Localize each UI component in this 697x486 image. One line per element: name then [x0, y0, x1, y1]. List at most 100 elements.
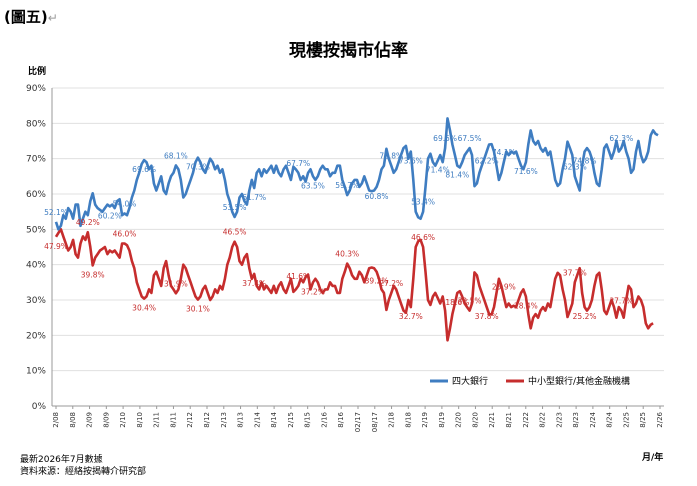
- data-label-small-banks: 31.9%: [164, 279, 188, 288]
- data-label-small-banks: 46.5%: [223, 228, 247, 237]
- x-tick-label: 8/16: [337, 411, 345, 427]
- data-label-small-banks: 46.0%: [113, 229, 137, 238]
- data-label-big4: 62.3%: [563, 162, 587, 171]
- data-label-small-banks: 37.4%: [242, 279, 266, 288]
- x-tick-label: 8/24: [606, 411, 614, 427]
- return-mark: ↵: [47, 11, 58, 25]
- data-label-big4: 71.6%: [514, 167, 538, 176]
- x-tick-label: 2/13: [220, 412, 228, 428]
- x-tick-label: 8/19: [438, 412, 446, 428]
- x-tick-label: 08/17: [371, 412, 379, 432]
- data-label-big4: 67.7%: [286, 159, 310, 168]
- data-label-big4: 74.8%: [573, 157, 597, 166]
- data-label-small-banks: 39.2%: [365, 277, 389, 286]
- data-label-big4: 54.0%: [113, 199, 137, 208]
- x-tick-label: 2/21: [488, 412, 496, 428]
- figure-label-text: (圖五): [4, 8, 48, 26]
- x-tick-label: 2/24: [589, 411, 597, 427]
- x-tick-label: 2/20: [455, 412, 463, 428]
- data-label-small-banks: 30.4%: [132, 304, 156, 313]
- y-tick-label: 40%: [26, 261, 46, 271]
- data-label-small-banks: 37.8%: [475, 312, 499, 321]
- footnote-date: 最新2026年7月數據: [20, 455, 103, 465]
- data-label-small-banks: 28.4%: [514, 301, 538, 310]
- x-tick-label: 8/22: [539, 412, 547, 428]
- data-label-small-banks: 25.2%: [573, 312, 597, 321]
- x-tick-label: 2/14: [253, 411, 261, 427]
- y-tick-label: 30%: [26, 296, 46, 306]
- data-label-small-banks: 18.6%: [445, 298, 469, 307]
- x-tick-label: 8/18: [404, 412, 412, 428]
- series-line-big4: [54, 117, 659, 231]
- x-tick-label: 8/23: [572, 412, 580, 428]
- data-label-big4: 72.8%: [379, 152, 403, 161]
- x-tick-label: 8/20: [471, 412, 479, 428]
- series-line-small-banks: [54, 228, 654, 342]
- x-tick-label: 8/25: [639, 412, 647, 428]
- x-tick-label: 2/09: [86, 412, 94, 428]
- x-tick-label: 2/23: [555, 412, 563, 428]
- data-label-big4: 62.3%: [609, 134, 633, 143]
- x-tick-label: 8/21: [505, 412, 513, 428]
- x-tick-label: 2/11: [153, 412, 161, 428]
- x-tick-label: 8/14: [270, 411, 278, 427]
- data-label-big4: 59.7%: [335, 181, 359, 190]
- data-label-big4: 67.5%: [458, 134, 482, 143]
- data-label-small-banks: 23.4%: [666, 0, 690, 2]
- data-label-big4: 53.5%: [223, 203, 247, 212]
- x-tick-label: 2/16: [320, 411, 328, 427]
- x-tick-label: 8/15: [304, 412, 312, 428]
- x-tick-label: 8/08: [69, 412, 77, 428]
- y-tick-label: 60%: [26, 190, 46, 200]
- x-tick-label: 2/12: [186, 412, 194, 428]
- x-tick-label: 8/10: [136, 412, 144, 428]
- data-label-big4: 81.4%: [445, 171, 469, 180]
- y-tick-label: 90%: [26, 84, 46, 94]
- data-label-small-banks: 25.9%: [492, 282, 516, 291]
- x-tick-label: 2/08: [52, 412, 60, 428]
- y-tick-label: 70%: [26, 155, 46, 165]
- y-tick-label: 20%: [26, 331, 46, 341]
- y-tick-label: 10%: [26, 367, 46, 377]
- data-label-small-banks: 37.7%: [609, 297, 633, 306]
- x-tick-label: 2/26: [656, 411, 664, 427]
- data-label-small-banks: 37.2%: [301, 287, 325, 296]
- data-label-big4: 60.2%: [98, 211, 122, 220]
- data-label-big4: 73.6%: [399, 157, 423, 166]
- data-label-small-banks: 32.5%: [458, 297, 482, 306]
- x-tick-label: 2/15: [287, 412, 295, 428]
- x-tick-label: 2/22: [522, 412, 530, 428]
- data-label-big4: 60.8%: [365, 192, 389, 201]
- data-label-big4: 62.2%: [475, 157, 499, 166]
- data-label-small-banks: 30.1%: [186, 305, 210, 314]
- x-tick-label: 2/19: [421, 412, 429, 428]
- data-label-big4: 63.5%: [301, 181, 325, 190]
- x-tick-label: 8/13: [237, 412, 245, 428]
- figure-label: (圖五)↵: [4, 6, 58, 27]
- data-label-big4: 69.6%: [132, 165, 156, 174]
- x-tick-label: 2/10: [119, 412, 127, 428]
- data-label-big4: 76.6%: [666, 0, 690, 2]
- y-tick-label: 80%: [26, 119, 46, 129]
- x-tick-label: 8/11: [169, 412, 177, 428]
- data-label-big4: 71.4%: [426, 165, 450, 174]
- y-axis-label: 比例: [28, 67, 47, 77]
- data-label-big4: 61.7%: [242, 193, 266, 202]
- legend-label-big4: 四大銀行: [452, 375, 488, 387]
- y-tick-label: 50%: [26, 225, 46, 235]
- x-tick-label: 2/25: [622, 412, 630, 428]
- data-label-small-banks: 37.7%: [563, 268, 587, 277]
- data-label-small-banks: 47.9%: [44, 242, 68, 251]
- data-label-big4: 68.1%: [164, 151, 188, 160]
- data-label-big4: 69.5%: [433, 134, 457, 143]
- data-label-big4: 52.1%: [44, 208, 68, 217]
- x-tick-label: 2/18: [388, 412, 396, 428]
- x-axis-unit-label: 月/年: [642, 453, 664, 463]
- data-label-big4: 70.3%: [186, 163, 210, 172]
- data-label-big4: 74.1%: [492, 148, 516, 157]
- data-label-big4: 53.4%: [411, 198, 435, 207]
- data-label-small-banks: 27.2%: [379, 279, 403, 288]
- data-label-small-banks: 46.6%: [411, 233, 435, 242]
- x-tick-label: 8/12: [203, 412, 211, 428]
